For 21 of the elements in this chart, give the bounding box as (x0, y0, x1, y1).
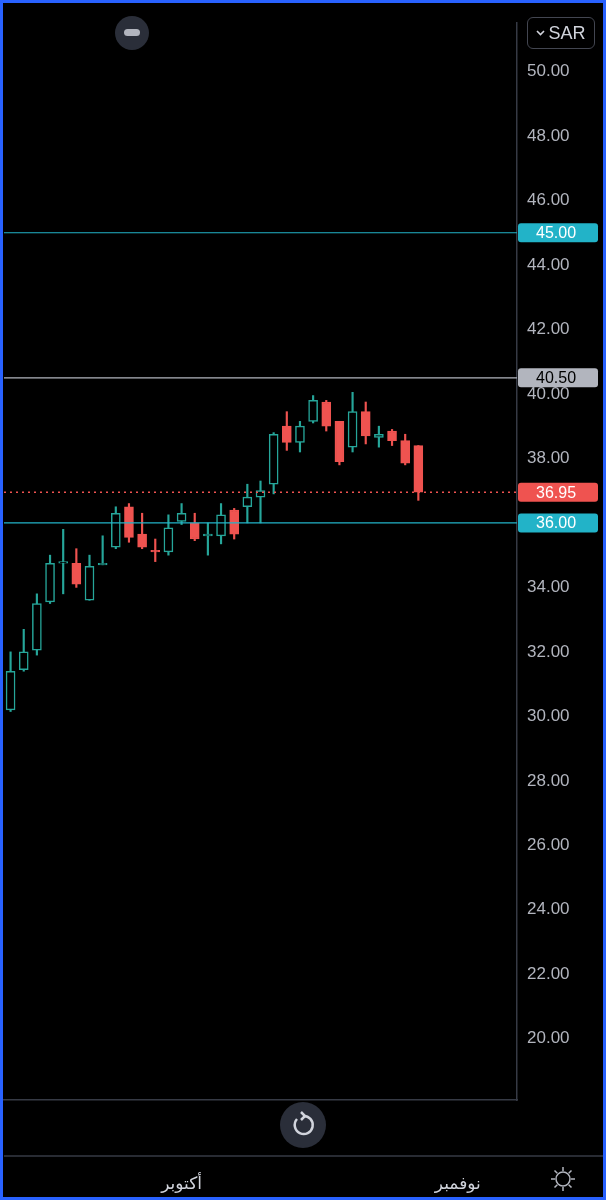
y-tick-label: 26.00 (527, 835, 570, 854)
y-tick-label: 38.00 (527, 448, 570, 468)
text: SAR (548, 22, 586, 44)
y-tick-label: 20.00 (527, 1028, 570, 1048)
y-tick-label: 24.00 (527, 899, 570, 919)
x-tick-label: أكتوبر (160, 1171, 202, 1193)
y-tick-label: 44.00 (527, 254, 570, 274)
ref-line-label: 45.00 (535, 224, 577, 242)
ref-line-label: 36.95 (535, 483, 577, 501)
y-tick-label: 30.00 (527, 706, 570, 726)
x-tick-label: نوفمبر (433, 1172, 481, 1193)
y-tick-label: 34.00 (527, 577, 570, 597)
y-tick-label: 42.00 (527, 319, 570, 339)
candlestick (255, 480, 266, 524)
y-tick-label: 22.00 (527, 963, 570, 983)
y-tick-label: 32.00 (527, 641, 570, 661)
y-tick-label: 50.00 (527, 61, 570, 81)
y-tick-label: 48.00 (527, 125, 570, 145)
y-tick-label: 28.00 (527, 770, 570, 790)
y-tick-label: 46.00 (527, 190, 570, 210)
ref-line-label: 36.00 (535, 514, 577, 532)
